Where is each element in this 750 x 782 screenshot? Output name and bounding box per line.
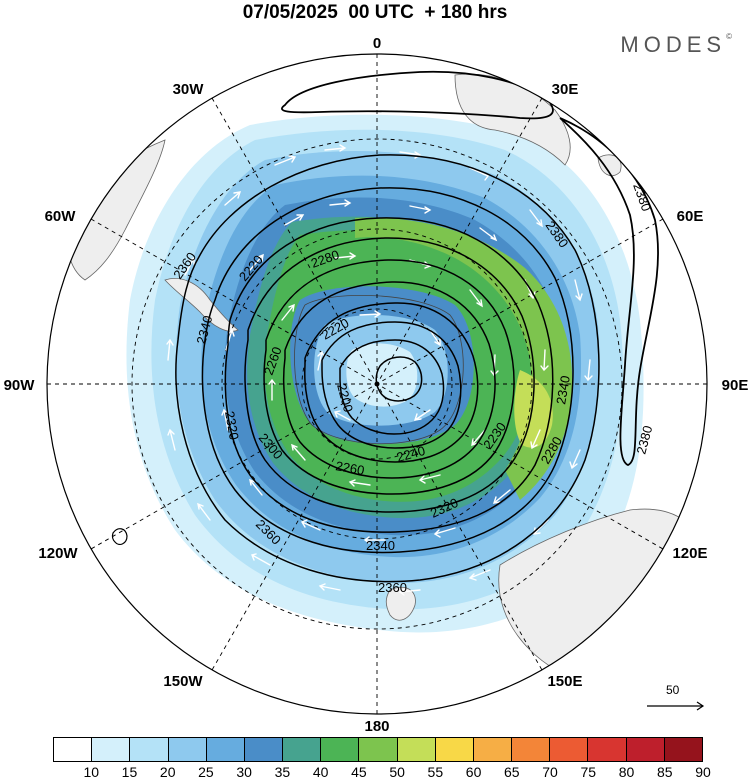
colorbar-box xyxy=(244,738,284,761)
contour-small-island xyxy=(111,528,128,546)
colorbar-box xyxy=(473,738,513,761)
colorbar-tick-label: 50 xyxy=(389,764,405,780)
contour-label-2240: 2240 xyxy=(395,443,427,465)
lon-label-150w: 150W xyxy=(163,673,203,690)
colorbar-tick-label: 80 xyxy=(618,764,635,780)
colorbar-tick-label: 75 xyxy=(580,764,597,780)
shade-55 xyxy=(514,370,553,448)
south-pole-marker xyxy=(374,381,380,387)
contour-2200 xyxy=(339,339,445,435)
colorbar-tick-label: 70 xyxy=(542,764,558,780)
new-zealand-land xyxy=(385,586,416,621)
colorbar-box xyxy=(550,738,589,761)
contour-2380-a xyxy=(281,70,554,120)
wind-scale-arrow xyxy=(647,701,705,711)
colorbar-box xyxy=(168,738,207,761)
colorbar-box xyxy=(130,738,169,761)
lon-label-30e: 30E xyxy=(552,81,579,98)
brand-text: MODES xyxy=(620,32,727,57)
colorbar-box xyxy=(512,738,551,761)
map-border xyxy=(46,53,708,715)
contour-label-2340-east: 2340 xyxy=(553,374,573,405)
colorbar-tick-label: 60 xyxy=(465,764,482,780)
wind-arrows-outer xyxy=(166,144,593,596)
contour-label-2260-south: 2260 xyxy=(334,458,365,478)
contour-2380-b xyxy=(559,117,659,466)
lon-label-150e: 150E xyxy=(547,673,582,690)
latitude-circle xyxy=(131,138,623,630)
lon-label-0: 0 xyxy=(373,35,381,52)
shade-inner-15 xyxy=(346,343,418,407)
latitude-circle xyxy=(301,308,453,460)
contour-label-2340-south: 2340 xyxy=(366,538,395,553)
antarctic-peninsula-land xyxy=(164,278,239,332)
contour-2340 xyxy=(201,187,574,554)
lon-label-90e: 90E xyxy=(722,377,749,394)
colorbar-box xyxy=(435,738,474,761)
wind-scale-label: 50 xyxy=(666,683,680,697)
contour-2280 xyxy=(263,259,515,495)
colorbar-tick-label: 90 xyxy=(695,764,711,780)
colorbar xyxy=(53,737,703,762)
contour-label-2320-west: 2320 xyxy=(222,410,242,441)
colorbar-box xyxy=(206,738,245,761)
colorbar-labels: 10 15 20 25 30 35 40 45 50 55 60 65 70 75 80 85 90 xyxy=(0,764,750,782)
shade-50 xyxy=(355,217,573,500)
contour-2220 xyxy=(321,321,462,449)
height-contours xyxy=(111,70,659,583)
colorbar-tick-label: 55 xyxy=(427,764,444,780)
contour-2360 xyxy=(175,154,600,583)
colorbar-box xyxy=(397,738,436,761)
brand-logo: MODES© xyxy=(620,32,732,58)
contour-label-2200: 2200 xyxy=(334,382,356,414)
colorbar-tick-label: 10 xyxy=(83,764,100,780)
colorbar-box xyxy=(283,738,322,761)
contour-label-2340-west: 2340 xyxy=(193,314,215,346)
colorbar-tick-label: 30 xyxy=(236,764,252,780)
colorbar-box xyxy=(588,738,627,761)
lon-label-120w: 120W xyxy=(38,545,78,562)
longitude-labels: 0 30E 60E 90E 120E 150E 180 150W 120W 90… xyxy=(4,35,749,735)
madagascar-land xyxy=(597,154,622,176)
colorbar-tick-label: 40 xyxy=(312,764,329,780)
colorbar-box xyxy=(664,738,702,761)
map-title: 07/05/2025 00 UTC + 180 hrs xyxy=(242,2,508,23)
colorbar-tick-label: 20 xyxy=(159,764,176,780)
lon-label-60w: 60W xyxy=(45,208,77,225)
colorbar-tick-label: 85 xyxy=(656,764,673,780)
copyright-mark: © xyxy=(726,32,732,41)
contour-2300 xyxy=(244,237,535,513)
contour-2260 xyxy=(282,281,496,479)
colorbar-box xyxy=(54,738,93,761)
colorbar-box xyxy=(321,738,360,761)
contour-2240 xyxy=(304,302,479,463)
colorbar-tick-label: 15 xyxy=(121,764,138,780)
colorbar-tick-label: 35 xyxy=(274,764,291,780)
wind-arrows-mid xyxy=(221,199,549,544)
antarctica-coast xyxy=(294,295,464,445)
lon-label-90w: 90W xyxy=(4,377,36,394)
contour-label-2380-lower: 2380 xyxy=(633,424,655,456)
colorbar-tick-label: 65 xyxy=(504,764,520,780)
lon-label-120e: 120E xyxy=(672,545,707,562)
colorbar-box xyxy=(626,738,665,761)
colorbar-box xyxy=(92,738,131,761)
colorbar-tick-label: 45 xyxy=(351,764,367,780)
lon-label-180: 180 xyxy=(364,718,389,735)
lon-label-60e: 60E xyxy=(677,208,704,225)
lon-label-30w: 30W xyxy=(173,81,205,98)
colorbar-tick-label: 25 xyxy=(198,764,214,780)
latitude-circle xyxy=(221,228,533,540)
contour-label-2360-bottom: 2360 xyxy=(378,580,407,595)
colorbar-box xyxy=(359,738,398,761)
map-disk: 2380 2380 2380 2360 2360 2360 2340 2340 … xyxy=(47,54,707,714)
contour-2320 xyxy=(224,217,554,533)
